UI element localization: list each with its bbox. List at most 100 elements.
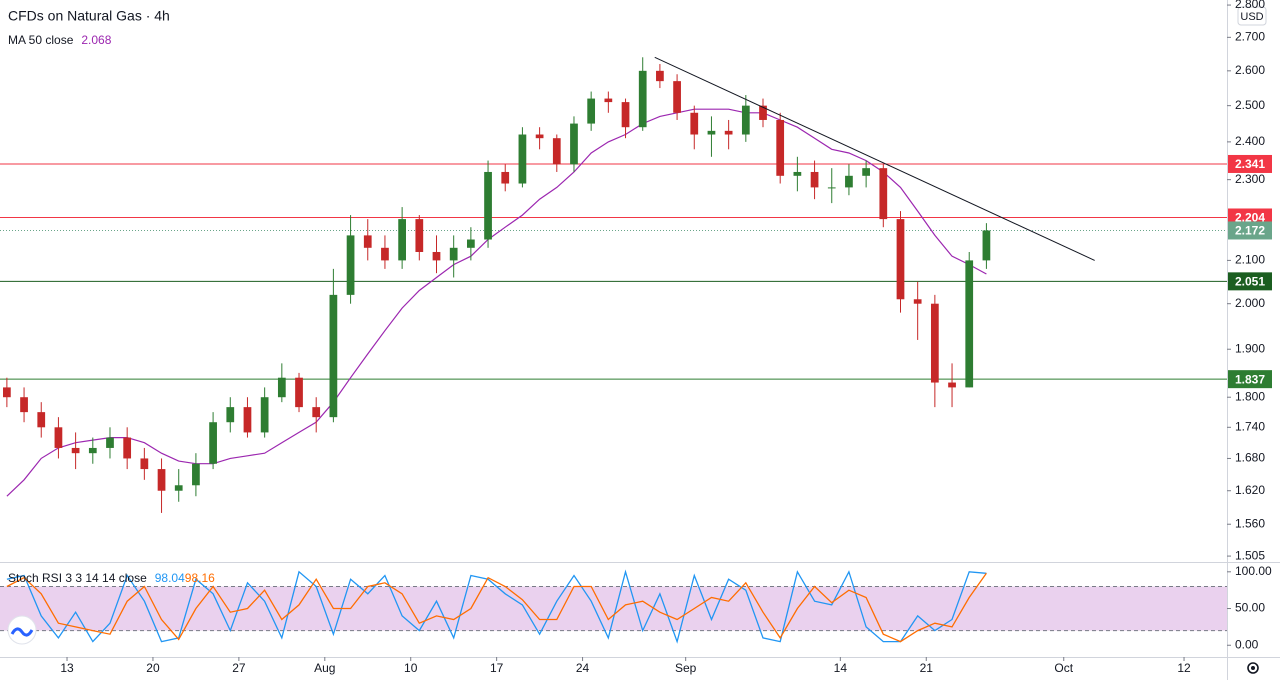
candle-body [690, 112, 699, 135]
price-label-box [1228, 154, 1272, 173]
x-tick-label: 10 [404, 661, 418, 675]
candle-body [3, 387, 11, 398]
x-tick-label: 13 [60, 661, 74, 675]
y-tick-label: 2.600 [1235, 63, 1265, 77]
indicator-k-value: 98.04 [155, 571, 185, 585]
candle-body [776, 119, 785, 176]
candle-body [140, 458, 149, 470]
candle-body [432, 251, 441, 261]
candle-body [570, 123, 578, 165]
y-tick-label: 1.900 [1235, 341, 1265, 355]
logo-wave[interactable] [10, 627, 34, 637]
candle-body [295, 377, 303, 408]
candle-body [638, 70, 647, 128]
candle-body [37, 412, 46, 428]
candle-body [741, 105, 750, 135]
y-tick-label: 2.700 [1235, 30, 1265, 44]
candle-body [123, 437, 132, 459]
price-label: 2.172 [1235, 224, 1265, 238]
candle-body [930, 303, 939, 383]
candle-body [329, 294, 338, 418]
price-label-box [1228, 370, 1272, 389]
y-tick-label: 1.560 [1235, 516, 1265, 530]
trendline [654, 56, 1095, 261]
x-tick-label: Oct [1054, 661, 1073, 675]
x-tick-label: 17 [490, 661, 504, 675]
y-tick-label: 2.300 [1235, 172, 1265, 186]
indicator-d-value: 98.16 [185, 571, 215, 585]
candle-body [845, 175, 853, 188]
candle-body [226, 407, 235, 423]
x-tick-label: 24 [576, 661, 590, 675]
settings-gear[interactable] [1247, 662, 1259, 674]
candle-body [484, 171, 492, 240]
y-tick-label: 2.500 [1235, 98, 1265, 112]
price-label-box [1228, 272, 1272, 291]
candle-body [759, 105, 767, 120]
chart-title: CFDs on Natural Gas · 4h [8, 8, 170, 24]
price-label: 2.051 [1235, 275, 1265, 289]
candle-body [982, 230, 991, 261]
x-tick-label: 20 [146, 661, 160, 675]
indicator-y-tick-label: 0.00 [1235, 637, 1259, 651]
candle-body [312, 407, 321, 418]
candle-body [466, 239, 475, 248]
candle-body [724, 130, 733, 135]
candle-body [948, 382, 956, 388]
candle-body [604, 98, 613, 103]
ma-line [6, 108, 987, 497]
settings-hub[interactable] [1251, 666, 1255, 670]
candle-body [913, 299, 922, 304]
candle-body [243, 407, 252, 433]
candle-body [862, 168, 870, 176]
candle-body [20, 397, 28, 413]
candle-body [157, 469, 166, 491]
y-tick-label: 1.740 [1235, 419, 1265, 433]
ma-legend-name: MA 50 close [8, 33, 74, 47]
plot-area [0, 56, 1227, 644]
price-label: 1.837 [1235, 372, 1265, 386]
candle-body [381, 247, 389, 261]
x-tick-label: 27 [232, 661, 246, 675]
candle-body [673, 81, 681, 113]
logo[interactable] [7, 615, 37, 645]
candle-body [707, 130, 716, 135]
candle-body [535, 134, 544, 139]
candle-body [793, 171, 802, 176]
candle-body [896, 219, 905, 300]
y-tick-label: 1.620 [1235, 483, 1265, 497]
indicator-band [0, 586, 1227, 631]
y-tick-label: 2.400 [1235, 134, 1265, 148]
y-tick-label: 1.680 [1235, 451, 1265, 465]
candle-body [277, 377, 286, 398]
indicator-legend-name: Stoch RSI 3 3 14 14 close [8, 571, 147, 585]
candle-body [363, 235, 372, 248]
candle-body [827, 187, 836, 189]
candle-body [965, 260, 974, 388]
candle-body [260, 397, 269, 433]
x-tick-label: Aug [314, 661, 335, 675]
currency-box[interactable] [1237, 6, 1267, 26]
candle-body [174, 485, 183, 491]
y-tick-label: 1.505 [1235, 548, 1265, 562]
candle-body [209, 422, 217, 464]
price-label-box [1228, 221, 1272, 240]
y-tick-label: 1.800 [1235, 389, 1265, 403]
candle-body [879, 168, 888, 220]
candle-body [810, 171, 819, 188]
candle-body [192, 463, 200, 486]
x-tick-label: 12 [1177, 661, 1191, 675]
y-tick-label: 2.000 [1235, 296, 1265, 310]
candle-body [106, 437, 114, 448]
indicator-y-tick-label: 50.00 [1235, 601, 1265, 615]
candle-body [656, 70, 664, 82]
candle-body [88, 447, 97, 454]
candle-body [518, 134, 527, 184]
indicator-line [6, 572, 987, 643]
price-label: 2.204 [1235, 211, 1265, 225]
candle-body [552, 138, 561, 165]
settings-icon[interactable] [1247, 662, 1259, 674]
candle-body [621, 102, 630, 128]
price-label: 2.341 [1235, 157, 1265, 171]
